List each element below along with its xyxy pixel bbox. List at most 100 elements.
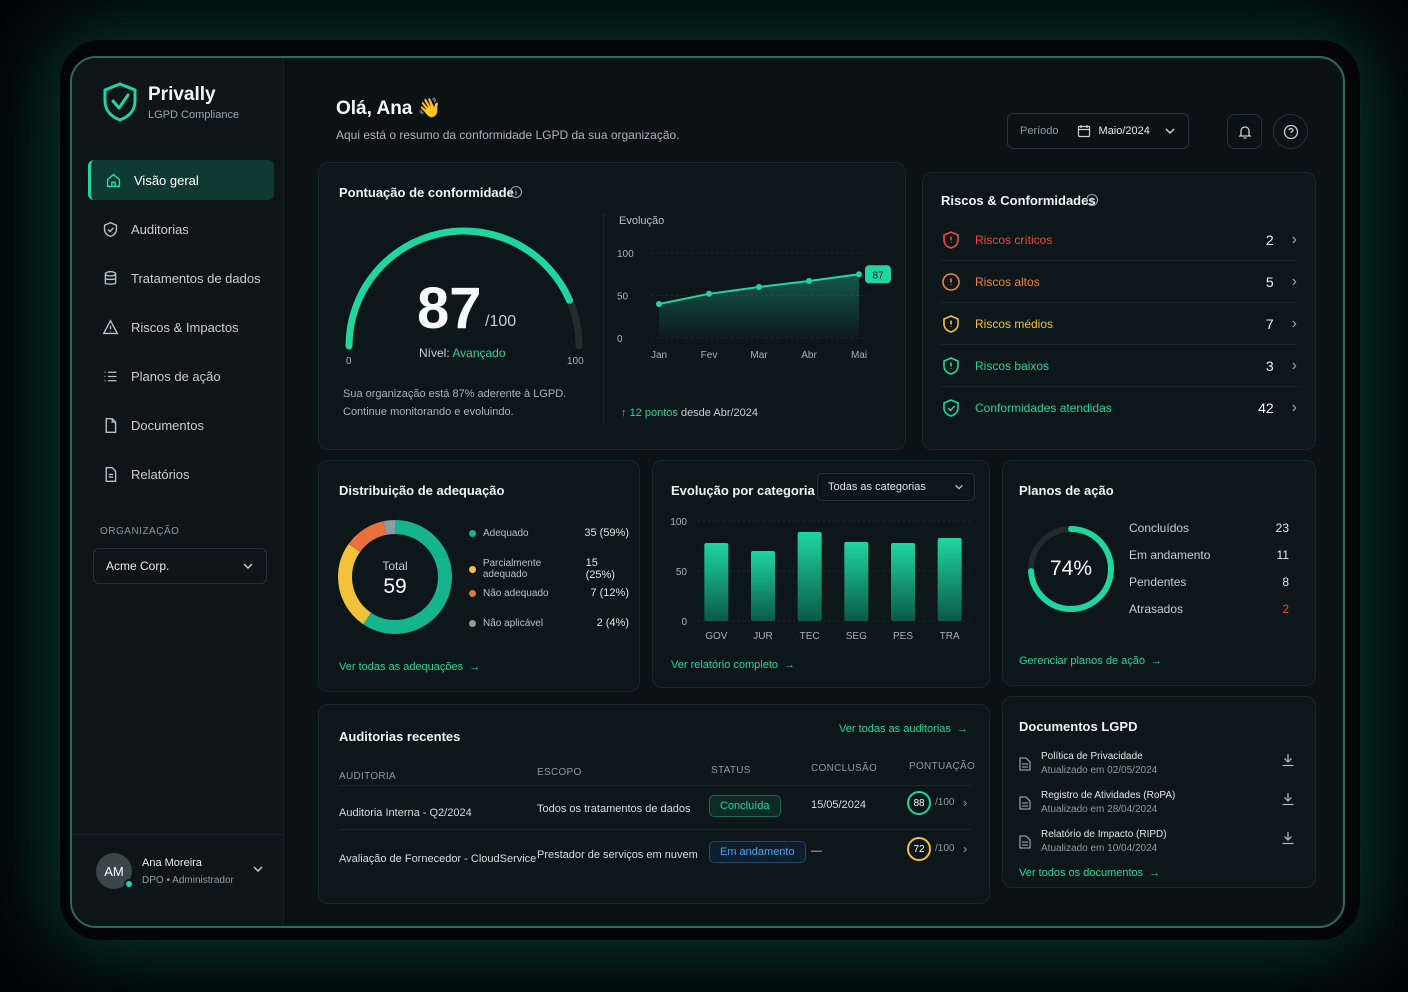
sidebar-item-relatorios[interactable]: Relatórios [88, 454, 274, 494]
score-description: Sua organização está 87% aderente à LGPD… [343, 385, 603, 421]
document-row[interactable]: Política de Privacidade Atualizado em 02/… [1019, 751, 1315, 787]
plan-status-row[interactable]: Atrasados 2 [1129, 602, 1289, 616]
x-tick-label: JUR [753, 631, 772, 642]
help-icon [1283, 124, 1298, 139]
sidebar-item-tratamentos[interactable]: Tratamentos de dados [88, 258, 274, 298]
document-row[interactable]: Relatório de Impacto (RIPD) Atualizado em… [1019, 829, 1315, 865]
score-max: /100 [485, 313, 517, 330]
category-bar-chart: 100 50 0 GOV JUR TEC SEG PES TRA [670, 517, 973, 642]
last-value-label: 87 [872, 270, 884, 281]
risk-row[interactable]: Riscos altos 5 › [941, 261, 1297, 303]
plan-status-count: 8 [1282, 575, 1289, 589]
info-icon[interactable] [509, 185, 523, 199]
plan-status-count: 2 [1282, 602, 1289, 616]
score-max: /100 [935, 843, 955, 854]
document-row[interactable]: Registro de Atividades (RoPA) Atualizado … [1019, 790, 1315, 826]
sidebar-item-label: Tratamentos de dados [131, 270, 261, 286]
notifications-button[interactable] [1227, 114, 1262, 149]
category-bar[interactable] [704, 543, 729, 621]
risk-row[interactable]: Conformidades atendidas 42 › [941, 387, 1297, 429]
chevron-right-icon[interactable]: › [963, 795, 968, 810]
sidebar-item-label: Visão geral [134, 172, 199, 188]
risk-row[interactable]: Riscos baixos 3 › [941, 345, 1297, 387]
home-icon [106, 173, 121, 187]
x-tick-label: TRA [940, 631, 960, 642]
y-tick-label: 50 [617, 292, 629, 303]
legend-value: 15 (25%) [585, 557, 615, 581]
category-bar[interactable] [751, 551, 775, 621]
x-tick-label: Jan [651, 350, 667, 361]
distribution-donut [338, 520, 452, 634]
legend-label: Não aplicável [483, 617, 544, 629]
sidebar-item-riscos[interactable]: Riscos & Impactos [88, 307, 274, 347]
donut-slice[interactable] [338, 520, 452, 634]
category-bar[interactable] [891, 543, 915, 621]
plan-status-row[interactable]: Em andamento 11 [1129, 548, 1289, 562]
plan-status-row[interactable]: Concluídos 23 [1129, 521, 1289, 535]
column-header: PONTUAÇÃO [909, 761, 976, 772]
risks-card: Riscos & Conformidades Riscos críticos 2 ›… [922, 172, 1316, 450]
help-button[interactable] [1273, 114, 1308, 149]
view-full-report-link[interactable]: Ver relatório completo → [671, 659, 795, 671]
risk-label: Riscos baixos [975, 358, 1050, 373]
org-value: Acme Corp. [106, 559, 170, 573]
evolution-point [756, 284, 762, 290]
category-bar[interactable] [937, 538, 962, 621]
sidebar-item-planos[interactable]: Planos de ação [88, 356, 274, 396]
recent-audits-card: Auditorias recentes Ver todas as auditor… [318, 704, 990, 904]
org-select[interactable]: Acme Corp. [93, 548, 267, 584]
database-icon [104, 270, 117, 285]
y-tick-label: 100 [617, 249, 634, 260]
online-status-dot [124, 879, 134, 889]
brand[interactable]: Privally LGPD Compliance [102, 82, 239, 122]
info-icon[interactable] [1085, 193, 1099, 207]
score-level: Nível: Avançado [419, 346, 506, 360]
category-bar[interactable] [844, 542, 869, 621]
risk-row[interactable]: Riscos médios 7 › [941, 303, 1297, 345]
sidebar-item-documentos[interactable]: Documentos [88, 405, 274, 445]
card-title: Documentos LGPD [1019, 719, 1138, 734]
x-tick-label: Abr [801, 350, 817, 361]
donut-slice[interactable] [338, 520, 452, 634]
sidebar-item-label: Documentos [131, 417, 204, 433]
report-icon [105, 466, 117, 482]
audit-name[interactable]: Avaliação de Fornecedor - CloudService [339, 853, 537, 865]
score-ring: 88 [907, 791, 931, 815]
view-all-audits-link[interactable]: Ver todas as auditorias → [839, 723, 968, 735]
plan-status-label: Atrasados [1129, 602, 1184, 616]
category-filter-select[interactable]: Todas as categorias [817, 473, 975, 501]
category-bar[interactable] [797, 532, 822, 621]
evolution-point [856, 271, 862, 278]
risk-count: 42 [1258, 400, 1274, 416]
column-header: AUDITORIA [339, 771, 396, 782]
download-icon[interactable] [1281, 753, 1295, 767]
column-header: STATUS [711, 765, 751, 776]
evolution-point [806, 278, 812, 285]
download-icon[interactable] [1281, 831, 1295, 845]
score-ring: 72 [907, 837, 931, 861]
org-label: ORGANIZAÇÃO [100, 526, 180, 537]
chevron-right-icon[interactable]: › [963, 841, 968, 856]
plan-status-row[interactable]: Pendentes 8 [1129, 575, 1289, 589]
risk-count: 2 [1265, 231, 1274, 248]
user-profile[interactable]: AM Ana Moreira DPO • Administrador [72, 834, 284, 926]
plan-status-count: 11 [1276, 548, 1289, 562]
sidebar-item-auditorias[interactable]: Auditorias [88, 209, 274, 249]
plan-status-count: 23 [1275, 521, 1289, 535]
risk-row[interactable]: Riscos críticos 2 › [941, 219, 1297, 261]
chevron-right-icon: › [1291, 230, 1297, 248]
donut-total-label: Total [382, 559, 408, 573]
legend-item: Não adequado 7 (12%) [469, 587, 629, 599]
download-icon[interactable] [1281, 792, 1295, 806]
manage-plans-link[interactable]: Gerenciar planos de ação → [1019, 655, 1162, 667]
view-adequacies-link[interactable]: Ver todas as adequações → [339, 661, 480, 673]
sidebar-item-label: Auditorias [131, 221, 189, 237]
evolution-title: Evolução [619, 215, 665, 227]
chevron-down-icon[interactable] [252, 863, 264, 875]
view-all-documents-link[interactable]: Ver todos os documentos → [1019, 867, 1160, 879]
audit-name[interactable]: Auditoria Interna - Q2/2024 [339, 807, 472, 819]
sidebar-item-visao-geral[interactable]: Visão geral [88, 160, 274, 200]
x-tick-label: TEC [800, 631, 820, 642]
period-select[interactable]: Período Maio/2024 [1007, 113, 1189, 149]
sidebar-item-label: Relatórios [131, 466, 190, 482]
